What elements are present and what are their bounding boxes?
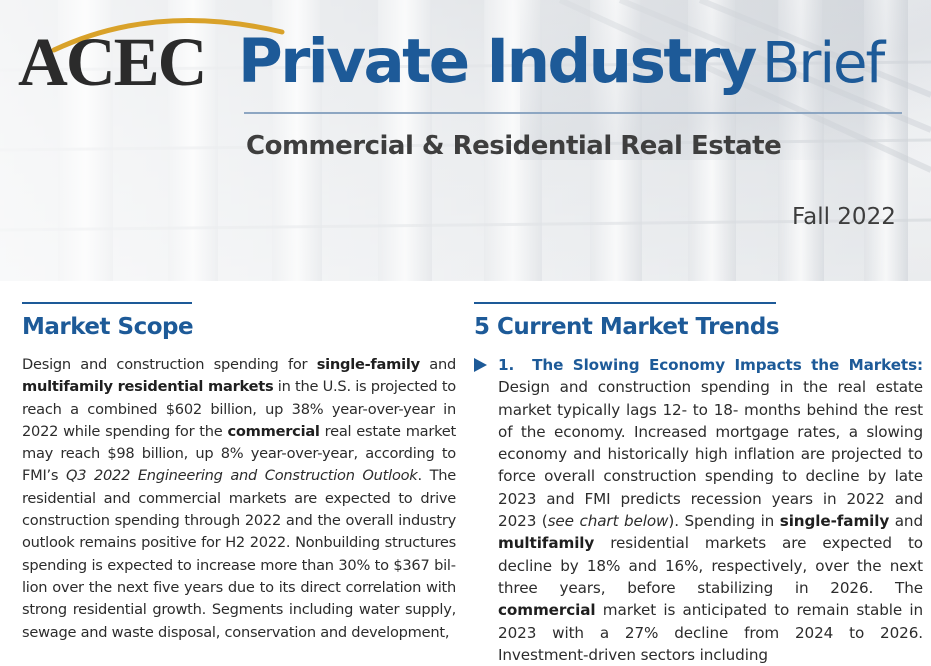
trend-paragraph: 1. The Slowing Economy Impacts the Market… [498, 356, 923, 664]
trend-item: 1. The Slowing Economy Impacts the Market… [474, 354, 923, 666]
page-subtitle: Commercial & Residential Real Estate [246, 131, 782, 161]
section-divider [22, 302, 192, 304]
page-title-suffix: Brief [762, 31, 885, 96]
market-scope-section: Market Scope Design and construction spe… [22, 302, 456, 644]
market-scope-paragraph: Design and construction spending for sin… [22, 356, 456, 641]
banner-glare [520, 0, 931, 160]
section-heading: Market Scope [22, 314, 194, 340]
acec-logo: ACEC [18, 24, 208, 100]
section-heading: 5 Current Market Trends [474, 314, 780, 340]
page-title: Private Industry [238, 26, 757, 97]
market-trends-section: 5 Current Market Trends 1. The Slowing Ec… [474, 302, 923, 666]
header-banner [0, 0, 931, 281]
title-divider [244, 112, 902, 114]
banner-overlay [0, 0, 931, 281]
edition-label: Fall 2022 [792, 204, 896, 230]
logo-arc-icon [51, 17, 285, 53]
section-divider [474, 302, 776, 304]
triangle-bullet-icon [474, 358, 487, 372]
